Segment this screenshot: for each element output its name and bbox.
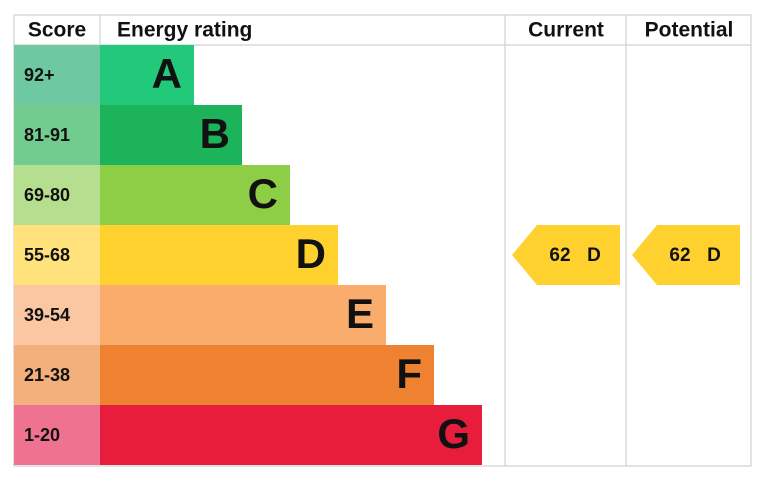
band-letter: C xyxy=(248,170,278,217)
rating-bar xyxy=(100,105,242,165)
rating-bar xyxy=(100,165,290,225)
score-label: 21-38 xyxy=(24,365,70,385)
current-band: D xyxy=(587,245,601,266)
score-label: 92+ xyxy=(24,65,55,85)
band-letter: B xyxy=(200,110,230,157)
potential-arrow xyxy=(632,225,740,285)
band-letter: F xyxy=(396,350,422,397)
score-cell xyxy=(14,105,100,165)
current-value: 62 xyxy=(549,245,570,266)
score-cell xyxy=(14,345,100,405)
score-cell xyxy=(14,405,100,465)
band-letter: E xyxy=(346,290,374,337)
score-label: 39-54 xyxy=(24,305,70,325)
rating-bar xyxy=(100,45,194,105)
score-cell xyxy=(14,45,100,105)
band-letter: G xyxy=(437,410,470,457)
score-cell xyxy=(14,165,100,225)
header-score: Score xyxy=(28,19,86,42)
potential-value: 62 xyxy=(669,245,690,266)
score-cell xyxy=(14,285,100,345)
header-energy-rating: Energy rating xyxy=(117,19,252,42)
score-label: 69-80 xyxy=(24,185,70,205)
header-potential: Potential xyxy=(645,19,734,42)
score-label: 55-68 xyxy=(24,245,70,265)
score-label: 1-20 xyxy=(24,425,60,445)
score-label: 81-91 xyxy=(24,125,70,145)
header-current: Current xyxy=(528,19,604,42)
rating-bar xyxy=(100,405,482,465)
potential-band: D xyxy=(707,245,721,266)
rating-bar xyxy=(100,345,434,405)
score-cell xyxy=(14,225,100,285)
rating-bar xyxy=(100,285,386,345)
band-letter: A xyxy=(152,50,182,97)
band-letter: D xyxy=(296,230,326,277)
current-arrow xyxy=(512,225,620,285)
rating-bar xyxy=(100,225,338,285)
